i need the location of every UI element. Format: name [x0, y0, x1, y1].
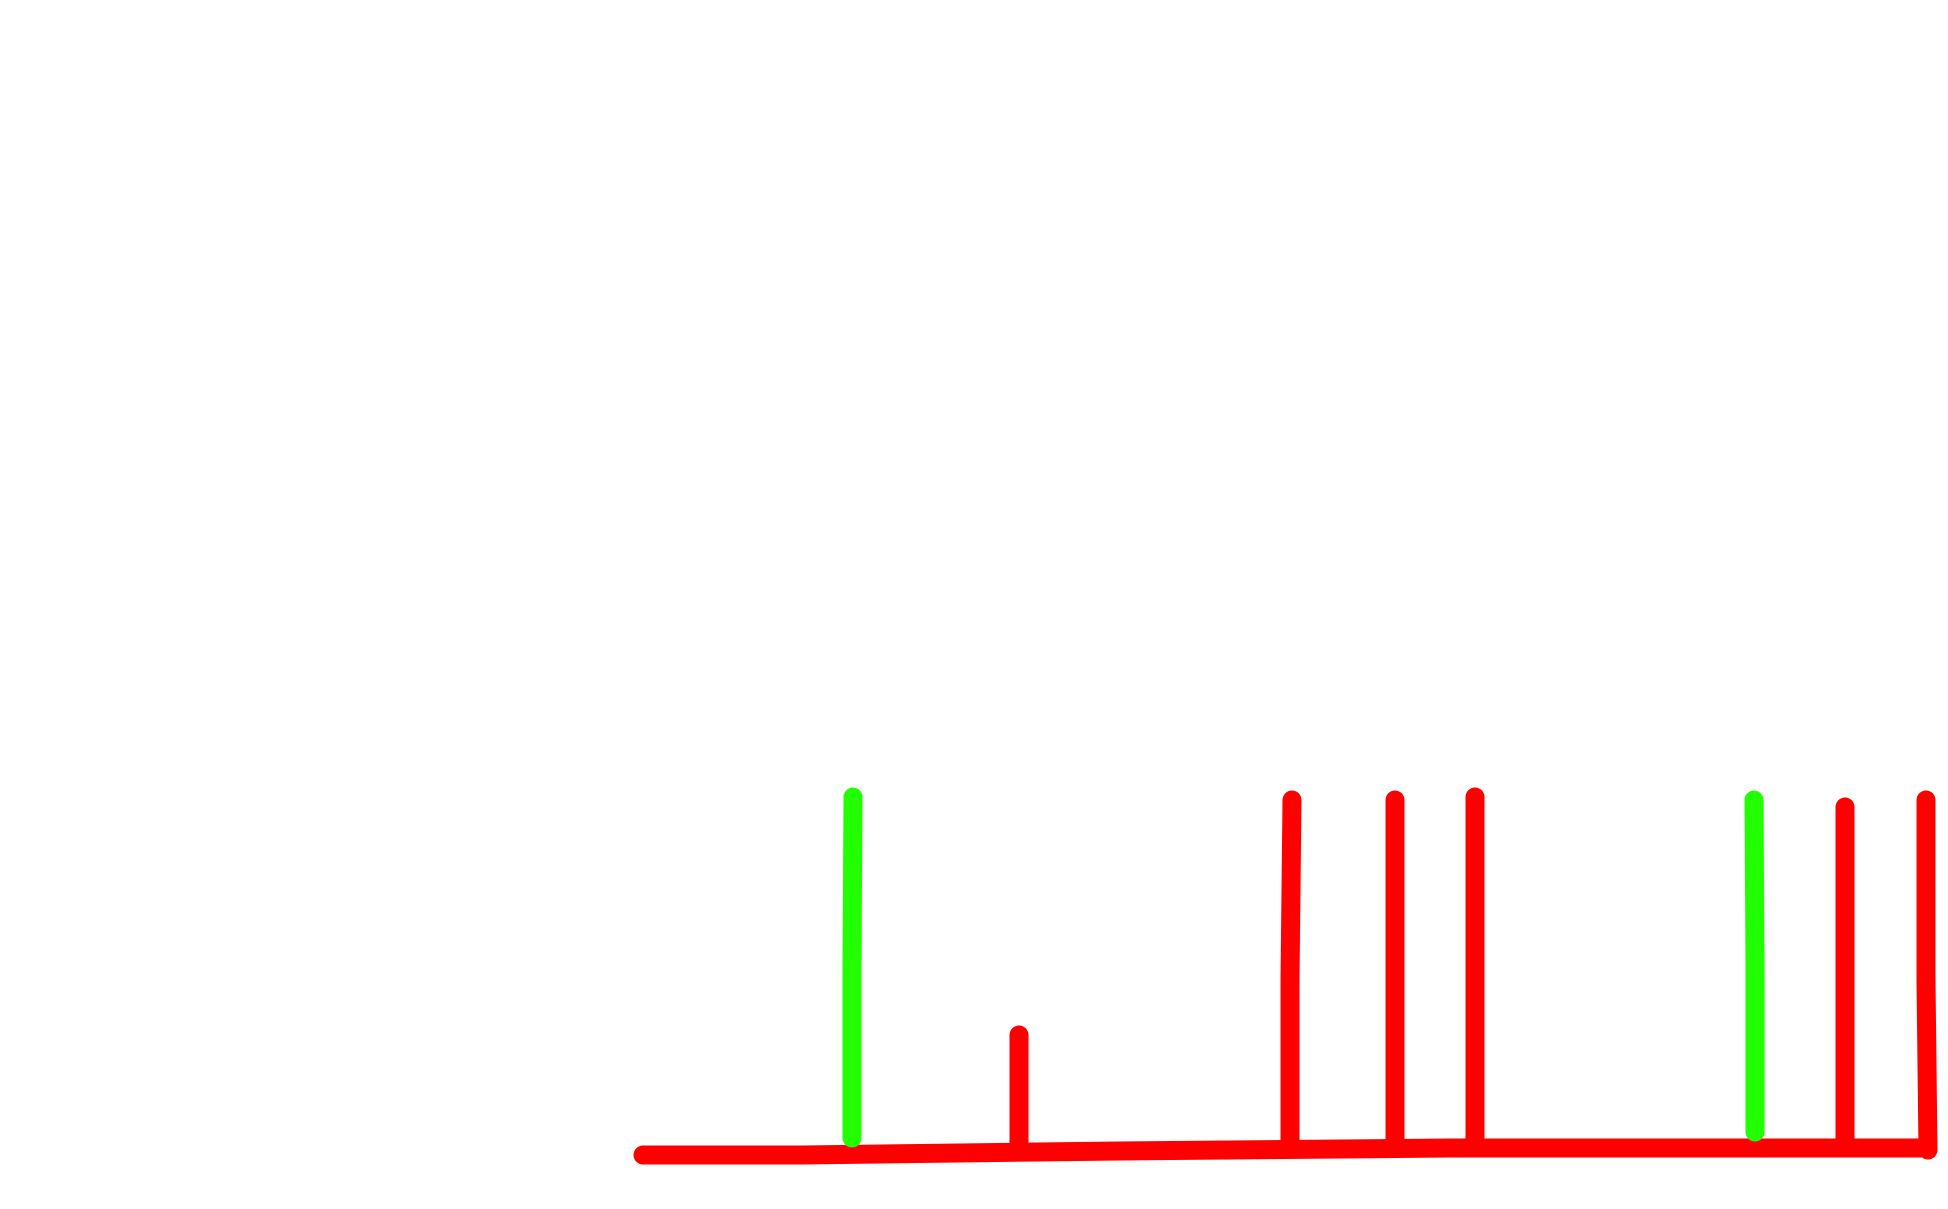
tall-red-stroke-5 [1916, 790, 1938, 1160]
tall-red-stroke-1 [1280, 790, 1302, 1155]
tall-green-stroke-1 [842, 787, 863, 1148]
baseline-stroke [633, 1138, 1935, 1165]
tall-green-stroke-2 [1744, 790, 1765, 1142]
stroke-group [633, 787, 1938, 1165]
